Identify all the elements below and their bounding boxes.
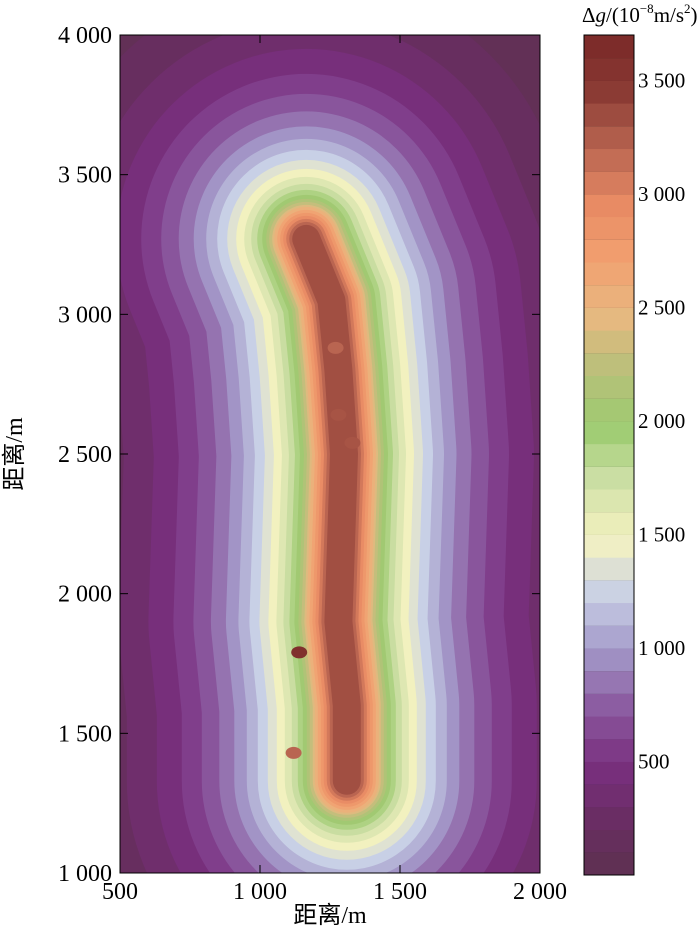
colorbar-level [584,148,634,172]
peak-spot [327,341,344,354]
colorbar-tick-label: 2 500 [638,295,685,319]
colorbar-title: Δg/(10−8m/s2) [582,1,698,27]
colorbar-level [584,35,634,59]
colorbar-level [584,262,634,286]
colorbar-level [584,420,634,445]
y-tick-label: 3 500 [58,163,112,189]
colorbar-level [584,602,634,626]
colorbar-level [584,307,634,331]
peak-spot [344,436,361,449]
colorbar-level [584,784,634,808]
colorbar-tick-label: 1 500 [638,522,685,546]
colorbar-level [584,579,634,604]
colorbar-level [584,716,634,740]
colorbar-tick-label: 500 [638,749,670,773]
x-axis-title: 距离/m [293,902,367,929]
colorbar-level [584,534,634,558]
colorbar-level [584,103,634,127]
x-tick-label: 1 500 [373,879,427,905]
colorbar-level [584,693,634,717]
colorbar-level [584,330,634,354]
colorbar-level [584,398,634,422]
colorbar-tick-label: 1 000 [638,636,685,660]
colorbar-level [584,239,634,263]
y-tick-label: 1 000 [58,861,112,887]
colorbar-level [584,761,634,785]
colorbar-ticks: 500 1 000 1 500 2 000 2 500 3 000 3 500 [638,68,685,773]
colorbar-level [584,557,634,581]
colorbar-level [584,738,634,762]
colorbar-level [584,670,634,694]
peak-spot [330,408,347,421]
colorbar-level [584,852,634,876]
colorbar-level [584,647,634,672]
colorbar-level [584,216,634,240]
colorbar-level [584,806,634,831]
colorbar-level [584,625,634,649]
y-tick-label: 2 000 [58,582,112,608]
y-axis-title: 距离/m [1,417,28,491]
colorbar-frame [583,34,635,876]
contour-bands [120,35,540,873]
colorbar-level [584,284,634,308]
colorbar-level [584,125,634,150]
colorbar-level [584,171,634,195]
colorbar-level [584,80,634,104]
colorbar-level [584,489,634,513]
colorbar-tick-label: 2 000 [638,409,685,433]
colorbar-level [584,352,634,377]
colorbar-tick-label: 3 500 [638,68,685,92]
y-tick-label: 3 000 [58,302,112,328]
peak-spot [291,646,308,659]
x-tick-label: 500 [102,879,138,905]
x-tick-label: 1 000 [233,879,287,905]
colorbar-level [584,466,634,490]
y-tick-label: 4 000 [58,23,112,49]
colorbar-level [584,829,634,853]
y-tick-label: 2 500 [58,442,112,468]
x-axis-ticks: 500 1 000 1 500 2 000 [102,35,567,905]
colorbar [584,34,634,876]
contour-band [292,224,361,795]
y-tick-label: 1 500 [58,721,112,747]
colorbar-level [584,443,634,467]
y-axis-ticks: 1 000 1 500 2 000 2 500 3 000 3 500 4 000 [58,23,540,887]
colorbar-level [584,57,634,81]
contour-plot-area [120,35,540,873]
colorbar-level [584,511,634,535]
x-tick-label: 2 000 [513,879,567,905]
colorbar-level [584,193,634,218]
colorbar-level [584,375,634,399]
colorbar-tick-label: 3 000 [638,182,685,206]
peak-spot [285,746,302,759]
